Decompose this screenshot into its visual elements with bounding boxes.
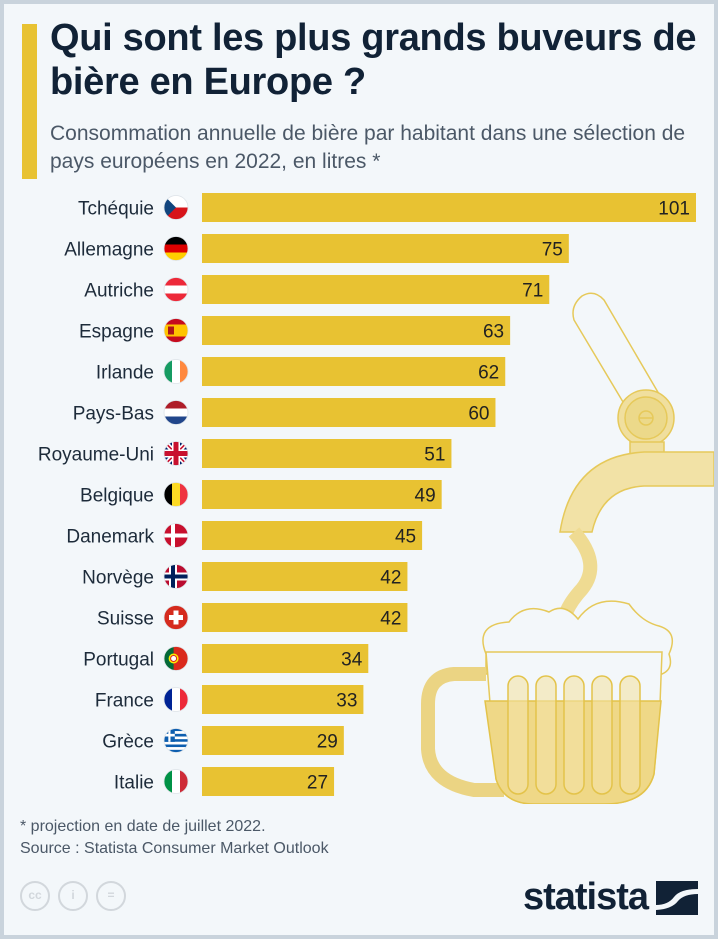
ie-flag-icon [163,359,189,384]
category-label: Allemagne [64,240,154,261]
value-label: 75 [542,240,563,261]
cc-icon[interactable]: cc [20,881,50,911]
category-label: Portugal [83,650,154,671]
value-label: 34 [341,650,363,671]
category-label: Irlande [96,363,154,384]
bar [202,316,511,345]
source-note: Source : Statista Consumer Market Outloo… [20,840,329,857]
category-label: Danemark [66,527,154,548]
bar-row: Irlande 62 [96,357,506,386]
value-label: 27 [307,773,328,794]
value-label: 49 [415,486,436,507]
bar [202,480,442,509]
at-flag-icon [163,277,189,302]
bar-row: Autriche 71 [84,275,550,304]
footnote: * projection en date de juillet 2022. So… [20,816,329,860]
bar-row: Portugal 34 [83,644,369,673]
value-label: 42 [380,568,401,589]
by-icon[interactable]: i [58,881,88,911]
projection-note: * projection en date de juillet 2022. [20,818,266,835]
bar-row: Royaume-Uni 51 [38,439,452,468]
bar [202,398,496,427]
bar-row: Suisse 42 [97,603,408,632]
pt-flag-icon [163,646,189,671]
bar [202,234,569,263]
be-flag-icon [163,482,189,507]
category-label: Norvège [82,568,154,589]
value-label: 62 [478,363,499,384]
bar [202,644,369,673]
page-title: Qui sont les plus grands buveurs de bièr… [50,17,697,103]
value-label: 51 [424,445,445,466]
license-icons: cc i = [20,881,126,911]
category-label: Royaume-Uni [38,445,154,466]
statista-logo-icon [656,880,698,915]
category-label: Espagne [79,322,154,343]
bar [202,275,550,304]
bar-row: Tchéquie 101 [78,193,696,222]
bar-row: Allemagne 75 [64,234,569,263]
cz-flag-icon [163,195,189,220]
value-label: 29 [317,732,338,753]
bar [202,439,452,468]
category-label: Italie [114,773,154,794]
title-accent-bar [22,24,37,179]
bar-row: Grèce 29 [102,726,344,755]
bar-row: Pays-Bas 60 [73,398,496,427]
infographic: Qui sont les plus grands buveurs de bièr… [4,4,714,935]
category-label: Tchéquie [78,199,154,220]
it-flag-icon [163,769,189,794]
gr-flag-icon [163,728,189,753]
value-label: 42 [380,609,401,630]
value-label: 45 [395,527,416,548]
bar-row: France 33 [95,685,364,714]
category-label: France [95,691,154,712]
value-label: 60 [468,404,489,425]
category-label: Belgique [80,486,154,507]
bar [202,521,423,550]
category-label: Pays-Bas [73,404,154,425]
page-subtitle: Consommation annuelle de bière par habit… [50,122,686,173]
value-label: 71 [522,281,543,302]
bar-row: Italie 27 [114,767,335,796]
fr-flag-icon [163,687,189,712]
category-label: Grèce [102,732,154,753]
nd-icon[interactable]: = [96,881,126,911]
bar-row: Norvège 42 [82,562,408,591]
ch-flag-icon [163,605,189,630]
bar [202,193,696,222]
bar [202,726,344,755]
category-label: Autriche [84,281,154,302]
de-flag-icon [163,236,189,261]
bar [202,603,408,632]
bar-row: Belgique 49 [80,480,442,509]
dk-flag-icon [163,523,189,548]
bar [202,562,408,591]
statista-logo[interactable]: statista [523,876,698,919]
bar [202,767,335,796]
uk-flag-icon [163,441,189,466]
bar-chart: Tchéquie 101 Allemagne 75 Autriche 71 Espagne 6… [38,193,714,804]
bar-row: Danemark 45 [66,521,423,550]
bar [202,357,506,386]
value-label: 101 [658,199,690,220]
no-flag-icon [163,564,189,589]
value-label: 63 [483,322,504,343]
es-flag-icon [163,318,189,343]
beer-tap-illustration [421,292,714,804]
category-label: Suisse [97,609,154,630]
nl-flag-icon [163,400,189,425]
bar [202,685,364,714]
logo-text: statista [522,876,649,918]
bar-row: Espagne 63 [79,316,511,345]
value-label: 33 [336,691,357,712]
